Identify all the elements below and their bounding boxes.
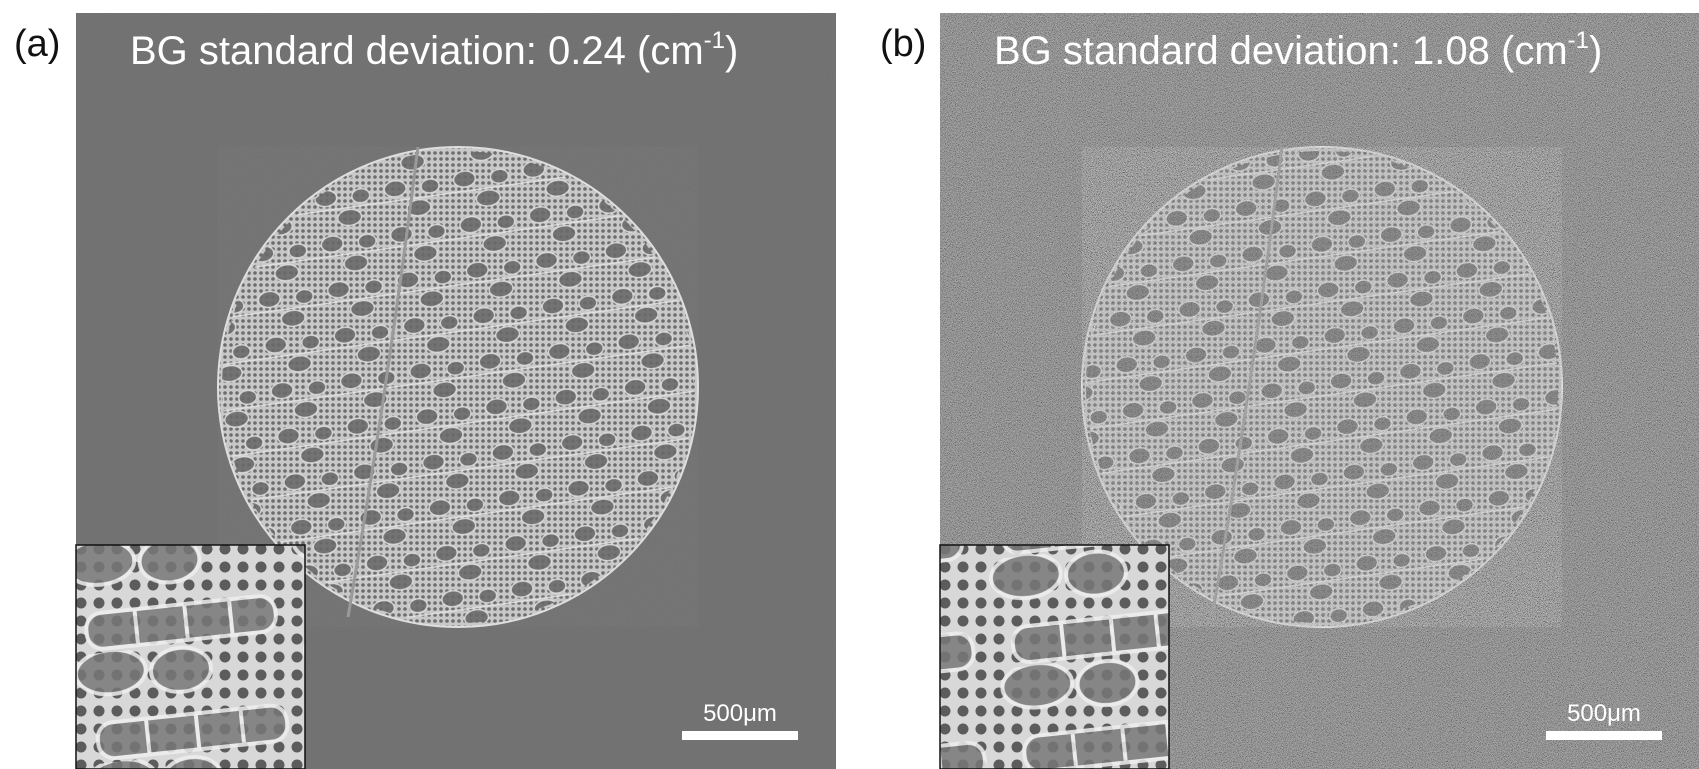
image-panel: 500μm (a) BG standard deviation: 0.24 (cm-… bbox=[14, 13, 836, 769]
title-close: ) bbox=[725, 29, 738, 73]
inset-vessels bbox=[940, 545, 1169, 769]
scale-bar bbox=[682, 731, 798, 740]
panel-label: (b) bbox=[880, 23, 926, 65]
title-text: BG standard deviation: 1.08 (cm bbox=[994, 29, 1568, 73]
title-superscript: -1 bbox=[1568, 27, 1589, 54]
title-text: BG standard deviation: 0.24 (cm bbox=[130, 29, 704, 73]
scale-bar bbox=[1546, 731, 1662, 740]
panel-label: (a) bbox=[14, 23, 60, 65]
scale-bar-label: 500μm bbox=[703, 700, 777, 727]
image-panel: 500μm (b) BG standard deviation: 1.08 (cm-… bbox=[880, 13, 1699, 769]
panel-title: BG standard deviation: 0.24 (cm-1) bbox=[130, 27, 738, 73]
zoom-inset bbox=[76, 545, 305, 769]
title-close: ) bbox=[1589, 29, 1602, 73]
panels: 500μm(a)BG standard deviation: 0.24 (cm-… bbox=[14, 13, 1699, 769]
inset-vessels bbox=[76, 545, 305, 769]
title-superscript: -1 bbox=[704, 27, 725, 54]
scale-bar-label: 500μm bbox=[1567, 700, 1641, 727]
figure: 500μm(a)BG standard deviation: 0.24 (cm-… bbox=[0, 0, 1699, 769]
zoom-inset bbox=[940, 545, 1169, 769]
panel-title: BG standard deviation: 1.08 (cm-1) bbox=[994, 27, 1602, 73]
